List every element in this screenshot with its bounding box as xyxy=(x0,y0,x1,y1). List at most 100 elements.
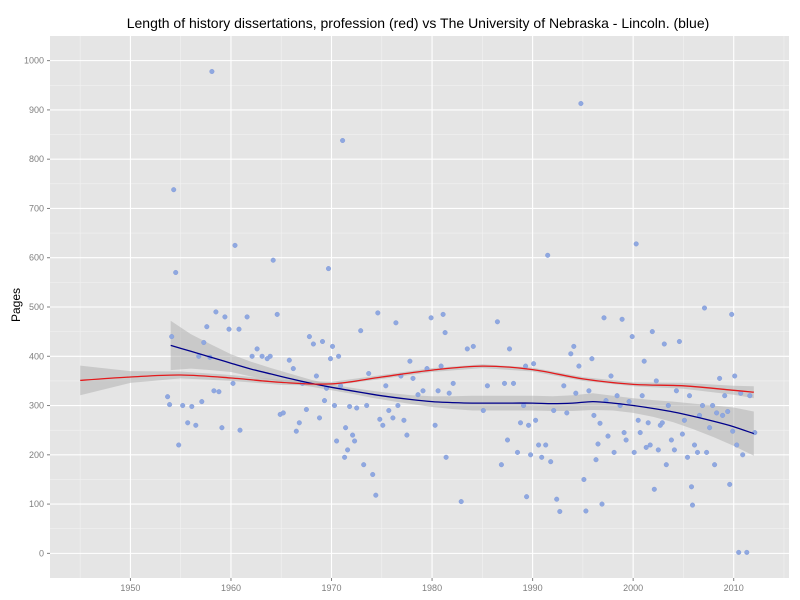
data-point xyxy=(211,388,217,394)
grid-lines xyxy=(50,36,789,578)
data-point xyxy=(336,353,342,359)
data-point xyxy=(586,388,592,394)
data-point xyxy=(689,484,695,490)
data-point xyxy=(209,68,215,74)
data-point xyxy=(443,454,449,460)
data-point xyxy=(480,408,486,414)
data-point xyxy=(734,442,740,448)
data-point xyxy=(370,472,376,478)
y-tick-label: 700 xyxy=(29,203,44,213)
data-point xyxy=(343,425,349,431)
data-point xyxy=(608,373,614,379)
data-point xyxy=(740,452,746,458)
data-point xyxy=(328,356,334,362)
data-point xyxy=(280,410,286,416)
data-point xyxy=(167,402,173,408)
data-point xyxy=(635,417,641,423)
data-point xyxy=(350,432,356,438)
data-point xyxy=(213,309,219,315)
data-point xyxy=(543,442,549,448)
data-point xyxy=(681,417,687,423)
data-point xyxy=(599,501,605,507)
data-point xyxy=(180,403,186,409)
data-point xyxy=(189,404,195,410)
data-point xyxy=(722,393,728,399)
data-point xyxy=(583,508,589,514)
data-point xyxy=(702,305,708,311)
data-point xyxy=(176,442,182,448)
data-point xyxy=(687,393,693,399)
data-point xyxy=(366,371,372,377)
data-point xyxy=(673,388,679,394)
data-point xyxy=(204,324,210,330)
data-point xyxy=(533,417,539,423)
data-point xyxy=(330,343,336,349)
data-point xyxy=(692,442,698,448)
data-point xyxy=(714,410,720,416)
data-point xyxy=(274,311,280,317)
data-point xyxy=(526,422,532,428)
data-point xyxy=(364,403,370,409)
chart-title: Length of history dissertations, profess… xyxy=(127,15,710,31)
data-point xyxy=(649,329,655,335)
data-point xyxy=(685,454,691,460)
data-point xyxy=(573,390,579,396)
data-point xyxy=(595,441,601,447)
data-point xyxy=(659,420,665,426)
data-point xyxy=(404,432,410,438)
data-point xyxy=(629,334,635,340)
y-tick-label: 400 xyxy=(29,351,44,361)
data-point xyxy=(591,412,597,418)
data-point xyxy=(386,408,392,414)
data-point xyxy=(296,420,302,426)
data-point xyxy=(581,477,587,483)
data-point xyxy=(446,390,452,396)
data-point xyxy=(515,449,521,455)
data-point xyxy=(470,343,476,349)
data-point xyxy=(494,319,500,325)
data-point xyxy=(342,454,348,460)
data-point xyxy=(498,462,504,468)
y-tick-label: 600 xyxy=(29,253,44,263)
data-point xyxy=(375,310,381,316)
data-point xyxy=(651,486,657,492)
data-point xyxy=(380,422,386,428)
data-point xyxy=(502,380,508,386)
profession-smooth-line xyxy=(80,365,754,393)
data-point xyxy=(484,383,490,389)
x-tick-label: 1960 xyxy=(221,583,241,593)
data-point xyxy=(505,437,511,443)
data-point xyxy=(548,459,554,465)
data-point xyxy=(237,427,243,433)
data-point xyxy=(621,430,627,436)
x-tick-label: 1990 xyxy=(523,583,543,593)
data-point xyxy=(665,403,671,409)
data-point xyxy=(507,346,513,352)
data-point xyxy=(361,462,367,468)
x-tick-label: 1980 xyxy=(422,583,442,593)
data-point xyxy=(185,420,191,426)
y-tick-label: 900 xyxy=(29,105,44,115)
data-point xyxy=(352,438,358,444)
x-tick-label: 1970 xyxy=(322,583,342,593)
data-point xyxy=(631,449,637,455)
data-point xyxy=(244,314,250,320)
y-tick-label: 1000 xyxy=(24,56,44,66)
data-point xyxy=(653,378,659,384)
data-point xyxy=(219,425,225,431)
data-point xyxy=(676,339,682,345)
y-tick-label: 500 xyxy=(29,302,44,312)
data-point xyxy=(340,137,346,143)
x-axis-ticks: 1950 1960 1970 1980 1990 2000 2010 xyxy=(120,578,744,593)
y-tick-label: 0 xyxy=(39,548,44,558)
data-point xyxy=(345,447,351,453)
data-point xyxy=(518,420,524,426)
data-point xyxy=(464,346,470,352)
y-axis-label: Pages xyxy=(9,288,23,322)
confidence-bands xyxy=(80,320,754,456)
x-tick-label: 2000 xyxy=(623,583,643,593)
data-point xyxy=(730,428,736,434)
data-point xyxy=(383,383,389,389)
data-point xyxy=(639,393,645,399)
data-point xyxy=(668,437,674,443)
